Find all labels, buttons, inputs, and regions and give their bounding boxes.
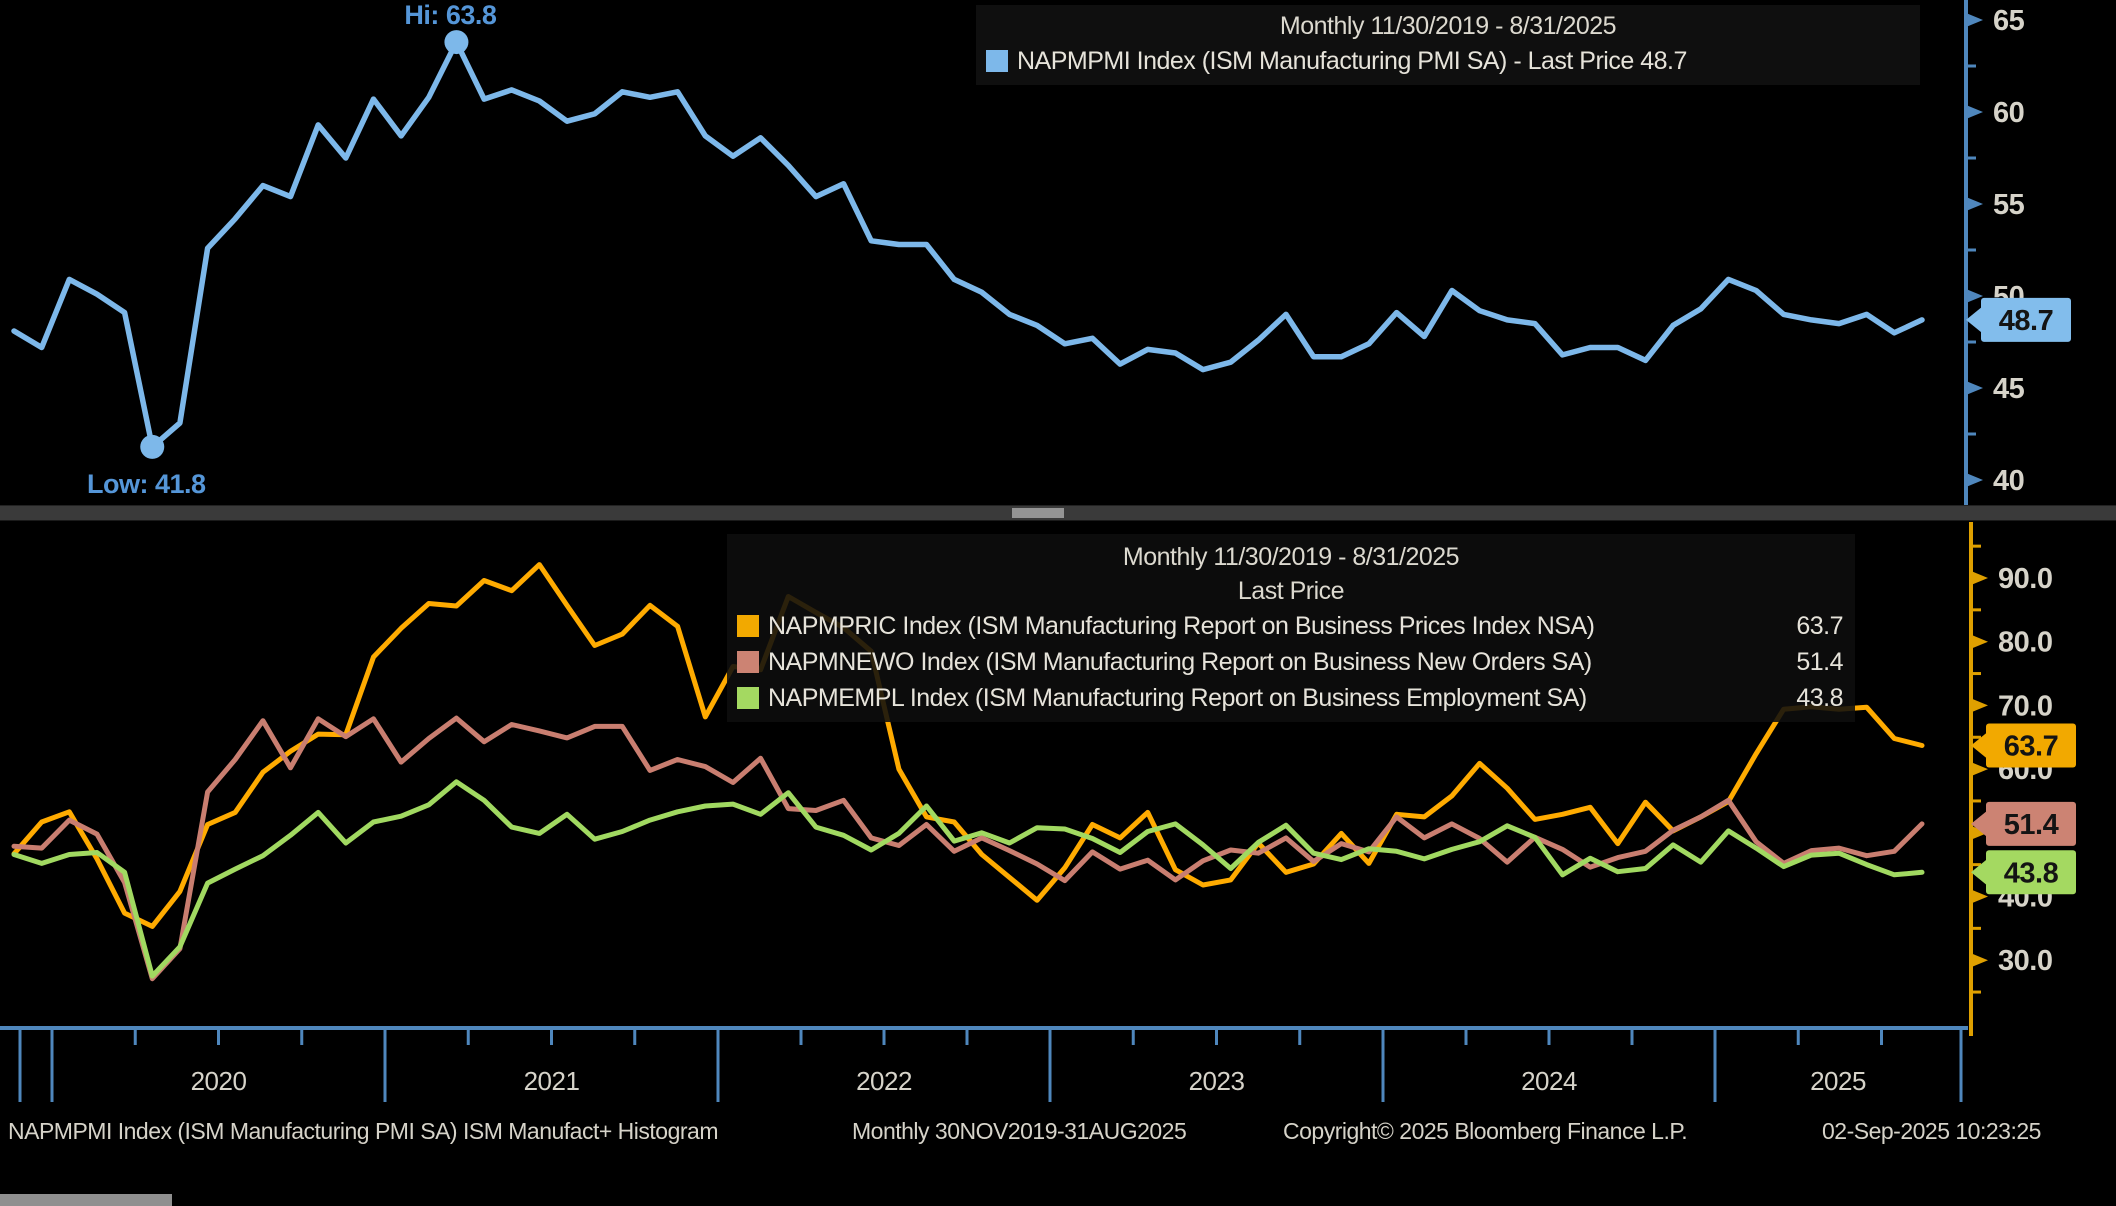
footer-description: NAPMPMI Index (ISM Manufacturing PMI SA)… — [8, 1118, 719, 1144]
y-axis-tick-label: 40 — [1993, 465, 2024, 497]
series-line-napmempl[interactable] — [11, 779, 1925, 979]
legend-label: NAPMNEWO Index (ISM Manufacturing Report… — [768, 648, 1592, 676]
tag-box — [1986, 723, 2076, 768]
y-axis-tick-label: 30.0 — [1998, 945, 2052, 977]
napmempl-swatch-icon — [737, 687, 759, 709]
y-axis-tick-label: 90.0 — [1998, 563, 2052, 595]
legend-row[interactable]: NAPMPRIC Index (ISM Manufacturing Report… — [727, 608, 1855, 644]
legend-row[interactable]: NAPMNEWO Index (ISM Manufacturing Report… — [727, 644, 1855, 680]
chart-footer: NAPMPMI Index (ISM Manufacturing PMI SA)… — [0, 1118, 2116, 1148]
hi-marker: Hi: 63.8 — [404, 0, 497, 55]
legend-label: NAPMEMPL Index (ISM Manufacturing Report… — [768, 684, 1587, 712]
marker-dot-icon — [444, 30, 469, 55]
tag-value: 63.7 — [2004, 731, 2058, 763]
y-axis-tick-label: 65 — [1993, 5, 2025, 37]
legend-title: Monthly 11/30/2019 - 8/31/2025 — [1279, 12, 1617, 40]
last-price-tag-napmempl: 43.8 — [1971, 850, 2076, 895]
y-axis-tick-arrow — [1971, 889, 1988, 904]
last-price-tag-napmpmi: 48.7 — [1966, 297, 2071, 342]
marker-dot-icon — [140, 434, 165, 459]
legend-last-price: 51.4 — [1796, 648, 1843, 676]
tag-box — [1981, 297, 2071, 342]
legend-label: NAPMPRIC Index (ISM Manufacturing Report… — [768, 612, 1595, 640]
series-line-napmnewo[interactable] — [11, 715, 1925, 982]
y-axis-tick-arrow — [1966, 289, 1983, 303]
top-panel-legend[interactable]: Monthly 11/30/2019 - 8/31/2025 NAPMPMI I… — [976, 5, 1920, 85]
y-axis-tick-arrow — [1971, 825, 1988, 840]
tag-box — [1986, 801, 2076, 846]
series-group-bottom — [11, 562, 1925, 982]
legend-row[interactable]: NAPMEMPL Index (ISM Manufacturing Report… — [727, 680, 1855, 716]
y-axis-tick-arrow — [1966, 381, 1983, 395]
legend-title: Monthly 11/30/2019 - 8/31/2025 — [1122, 543, 1460, 571]
y-axis-tick-arrow — [1971, 762, 1988, 777]
y-axis-tick-label: 55 — [1993, 189, 2025, 221]
y-axis-tick-arrow — [1966, 105, 1983, 119]
y-axis-tick-arrow — [1971, 634, 1988, 649]
y-axis-tick-arrow — [1966, 197, 1983, 211]
panel-divider — [0, 505, 2116, 521]
last-price-tag-napmnewo: 51.4 — [1971, 801, 2076, 846]
low-marker: Low: 41.8 — [87, 434, 207, 499]
x-axis-year-label: 2025 — [1810, 1066, 1866, 1096]
footer-timestamp: 02-Sep-2025 10:23:25 — [1822, 1118, 2041, 1144]
last-price-tag-napmpric: 63.7 — [1971, 723, 2076, 768]
footer-copyright: Copyright© 2025 Bloomberg Finance L.P. — [1283, 1118, 1688, 1144]
legend-subtitle: Last Price — [1237, 577, 1345, 605]
tag-value: 48.7 — [1999, 305, 2053, 337]
y-axis-tick-arrow — [1971, 953, 1988, 968]
x-axis: 2020 2021 2022 2023 2024 2025 — [0, 1026, 1968, 1102]
x-axis-year-label: 2022 — [856, 1066, 912, 1096]
y-axis-tick-arrow — [1971, 698, 1988, 713]
tag-box — [1986, 850, 2076, 895]
y-axis-tick-label: 70.0 — [1998, 690, 2052, 722]
legend-row[interactable]: NAPMPMI Index (ISM Manufacturing PMI SA)… — [976, 43, 1920, 79]
tag-arrow-icon — [1971, 810, 1987, 837]
napmpmi-swatch-icon — [986, 50, 1008, 72]
legend-label: NAPMPMI Index (ISM Manufacturing PMI SA)… — [1017, 47, 1687, 75]
legend-last-price: 43.8 — [1796, 684, 1843, 712]
x-axis-year-label: 2023 — [1189, 1066, 1245, 1096]
napmnewo-swatch-icon — [737, 651, 759, 673]
series-line-napmpmi[interactable] — [11, 39, 1925, 450]
y-axis-tick-label: 45 — [1993, 373, 2025, 405]
tag-arrow-icon — [1971, 732, 1987, 759]
tag-arrow-icon — [1966, 306, 1982, 333]
y-axis-tick-arrow — [1966, 473, 1983, 487]
y-axis-tick-arrow — [1971, 571, 1988, 585]
series-group-top — [11, 39, 1925, 450]
x-axis-year-label: 2024 — [1521, 1066, 1577, 1096]
legend-last-price: 63.7 — [1796, 612, 1843, 640]
bottom-panel-legend[interactable]: Monthly 11/30/2019 - 8/31/2025 Last Pric… — [727, 534, 1855, 722]
marker-label: Hi: 63.8 — [404, 0, 497, 30]
x-axis-year-label: 2021 — [524, 1066, 580, 1096]
y-axis-tick-arrow — [1966, 13, 1983, 27]
x-axis-year-label: 2020 — [191, 1066, 247, 1096]
divider-drag-handle[interactable] — [1012, 508, 1064, 518]
y-axis-tick-label: 80.0 — [1998, 627, 2052, 659]
y-axis-tick-label: 60 — [1993, 97, 2024, 129]
tag-value: 51.4 — [2004, 809, 2059, 841]
window-edge-strip — [0, 1194, 172, 1206]
y-axis-bottom: 90.080.070.060.050.040.030.0 — [1969, 522, 2053, 1036]
marker-label: Low: 41.8 — [87, 469, 206, 499]
napmpric-swatch-icon — [737, 615, 759, 637]
tag-arrow-icon — [1971, 859, 1987, 886]
footer-date-range: Monthly 30NOV2019-31AUG2025 — [852, 1118, 1187, 1144]
tag-value: 43.8 — [2004, 857, 2059, 889]
